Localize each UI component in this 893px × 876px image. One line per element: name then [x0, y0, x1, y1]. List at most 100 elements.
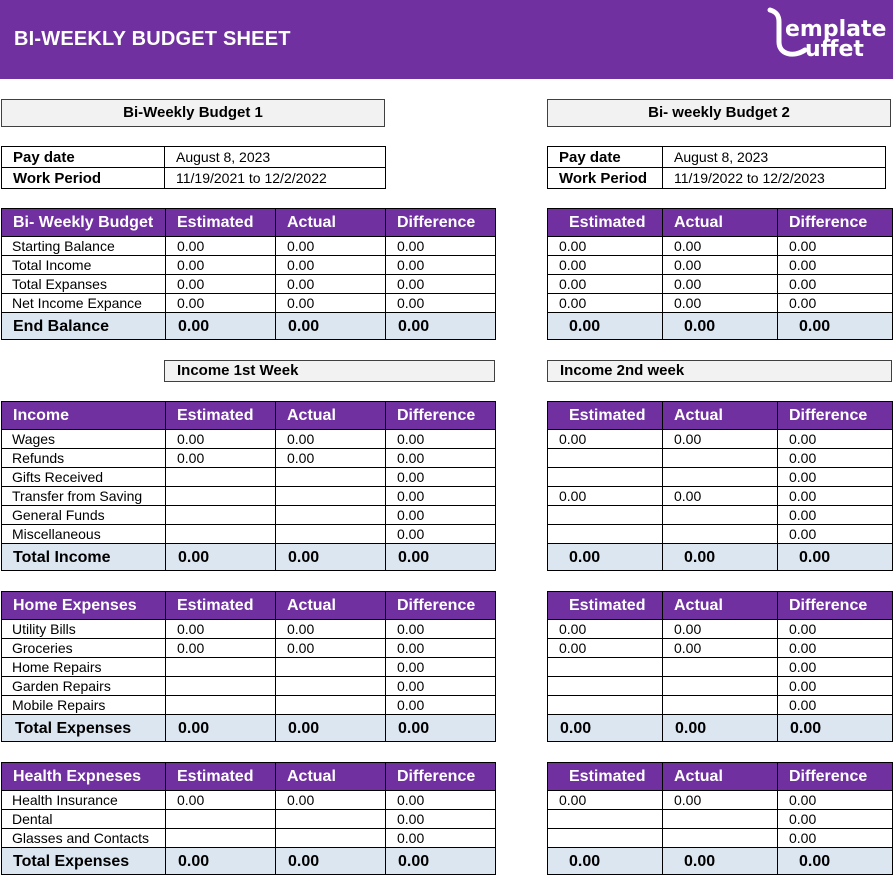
actual-cell[interactable]	[662, 657, 778, 677]
actual-cell[interactable]: 0.00	[662, 255, 778, 275]
actual-cell[interactable]	[275, 486, 386, 506]
actual-cell[interactable]	[275, 657, 386, 677]
estimated-cell[interactable]: 0.00	[165, 274, 276, 294]
table-row: Total Expanses 0.00 0.00 0.00	[1, 274, 496, 294]
table-row: Garden Repairs 0.00	[1, 676, 496, 696]
table-row: Health Insurance 0.00 0.00 0.00	[1, 790, 496, 810]
table-row: 0.00 0.00 0.00	[547, 274, 893, 294]
actual-cell[interactable]	[662, 524, 778, 544]
actual-cell[interactable]	[275, 505, 386, 525]
difference-cell: 0.00	[385, 524, 496, 544]
difference-cell: 0.00	[777, 486, 893, 506]
pay-date-value[interactable]: August 8, 2023	[662, 146, 886, 168]
work-period-value[interactable]: 11/19/2022 to 12/2/2023	[662, 167, 886, 189]
estimated-cell[interactable]: 0.00	[165, 638, 276, 658]
estimated-cell[interactable]	[547, 448, 663, 468]
difference-cell: 0.00	[777, 255, 893, 275]
col-header-category: Home Expenses	[1, 591, 166, 620]
estimated-cell[interactable]: 0.00	[165, 619, 276, 639]
estimated-cell[interactable]	[547, 524, 663, 544]
actual-cell[interactable]	[662, 695, 778, 715]
pay-date-value[interactable]: August 8, 2023	[164, 146, 386, 168]
estimated-cell[interactable]: 0.00	[547, 293, 663, 313]
estimated-cell[interactable]	[165, 524, 276, 544]
row-label: Dental	[1, 809, 166, 829]
estimated-cell[interactable]	[547, 809, 663, 829]
actual-cell[interactable]: 0.00	[275, 429, 386, 449]
row-label: Refunds	[1, 448, 166, 468]
estimated-cell[interactable]	[165, 695, 276, 715]
estimated-cell[interactable]: 0.00	[165, 429, 276, 449]
estimated-cell[interactable]	[165, 828, 276, 848]
estimated-cell[interactable]	[547, 505, 663, 525]
estimated-cell[interactable]: 0.00	[165, 255, 276, 275]
estimated-cell[interactable]	[165, 809, 276, 829]
estimated-cell[interactable]	[547, 467, 663, 487]
estimated-cell[interactable]	[165, 505, 276, 525]
estimated-cell[interactable]	[165, 467, 276, 487]
table-row: Dental 0.00	[1, 809, 496, 829]
actual-cell[interactable]: 0.00	[275, 255, 386, 275]
actual-cell[interactable]	[662, 448, 778, 468]
total-actual: 0.00	[662, 714, 778, 742]
actual-cell[interactable]: 0.00	[662, 619, 778, 639]
actual-cell[interactable]	[662, 676, 778, 696]
pay-info-right: Pay date August 8, 2023 Work Period 11/1…	[547, 146, 886, 189]
actual-cell[interactable]: 0.00	[275, 293, 386, 313]
estimated-cell[interactable]: 0.00	[547, 429, 663, 449]
estimated-cell[interactable]: 0.00	[547, 255, 663, 275]
estimated-cell[interactable]: 0.00	[165, 790, 276, 810]
estimated-cell[interactable]: 0.00	[547, 274, 663, 294]
header-banner: BI-WEEKLY BUDGET SHEET emplate uffet	[0, 0, 893, 79]
actual-cell[interactable]: 0.00	[662, 293, 778, 313]
estimated-cell[interactable]	[547, 676, 663, 696]
estimated-cell[interactable]	[547, 695, 663, 715]
estimated-cell[interactable]: 0.00	[547, 236, 663, 256]
actual-cell[interactable]: 0.00	[275, 274, 386, 294]
actual-cell[interactable]	[662, 467, 778, 487]
income-week1-title: Income 1st Week	[164, 360, 495, 382]
difference-cell: 0.00	[777, 809, 893, 829]
estimated-cell[interactable]: 0.00	[547, 619, 663, 639]
actual-cell[interactable]	[275, 524, 386, 544]
actual-cell[interactable]: 0.00	[275, 448, 386, 468]
estimated-cell[interactable]: 0.00	[547, 638, 663, 658]
estimated-cell[interactable]	[165, 486, 276, 506]
actual-cell[interactable]: 0.00	[662, 638, 778, 658]
pay-date-label: Pay date	[547, 146, 663, 168]
actual-cell[interactable]	[275, 828, 386, 848]
estimated-cell[interactable]	[547, 828, 663, 848]
table-row: Wages 0.00 0.00 0.00	[1, 429, 496, 449]
actual-cell[interactable]: 0.00	[662, 486, 778, 506]
actual-cell[interactable]	[275, 809, 386, 829]
actual-cell[interactable]	[662, 828, 778, 848]
actual-cell[interactable]: 0.00	[662, 274, 778, 294]
actual-cell[interactable]	[275, 676, 386, 696]
actual-cell[interactable]	[275, 467, 386, 487]
actual-cell[interactable]	[662, 505, 778, 525]
estimated-cell[interactable]: 0.00	[165, 236, 276, 256]
actual-cell[interactable]: 0.00	[662, 429, 778, 449]
estimated-cell[interactable]: 0.00	[165, 293, 276, 313]
actual-cell[interactable]: 0.00	[275, 638, 386, 658]
estimated-cell[interactable]: 0.00	[165, 448, 276, 468]
work-period-value[interactable]: 11/19/2021 to 12/2/2022	[164, 167, 386, 189]
total-row: Total Expenses 0.00 0.00 0.00	[1, 714, 496, 742]
col-header-actual: Actual	[275, 401, 386, 430]
estimated-cell[interactable]	[547, 657, 663, 677]
estimated-cell[interactable]: 0.00	[547, 486, 663, 506]
estimated-cell[interactable]	[165, 657, 276, 677]
actual-cell[interactable]: 0.00	[662, 790, 778, 810]
actual-cell[interactable]	[275, 695, 386, 715]
total-row: 0.00 0.00 0.00	[547, 847, 893, 875]
estimated-cell[interactable]: 0.00	[547, 790, 663, 810]
actual-cell[interactable]: 0.00	[275, 619, 386, 639]
col-header-estimated: Estimated	[547, 591, 663, 620]
row-label: Health Insurance	[1, 790, 166, 810]
actual-cell[interactable]: 0.00	[662, 236, 778, 256]
row-label: Groceries	[1, 638, 166, 658]
estimated-cell[interactable]	[165, 676, 276, 696]
actual-cell[interactable]: 0.00	[275, 790, 386, 810]
actual-cell[interactable]: 0.00	[275, 236, 386, 256]
actual-cell[interactable]	[662, 809, 778, 829]
